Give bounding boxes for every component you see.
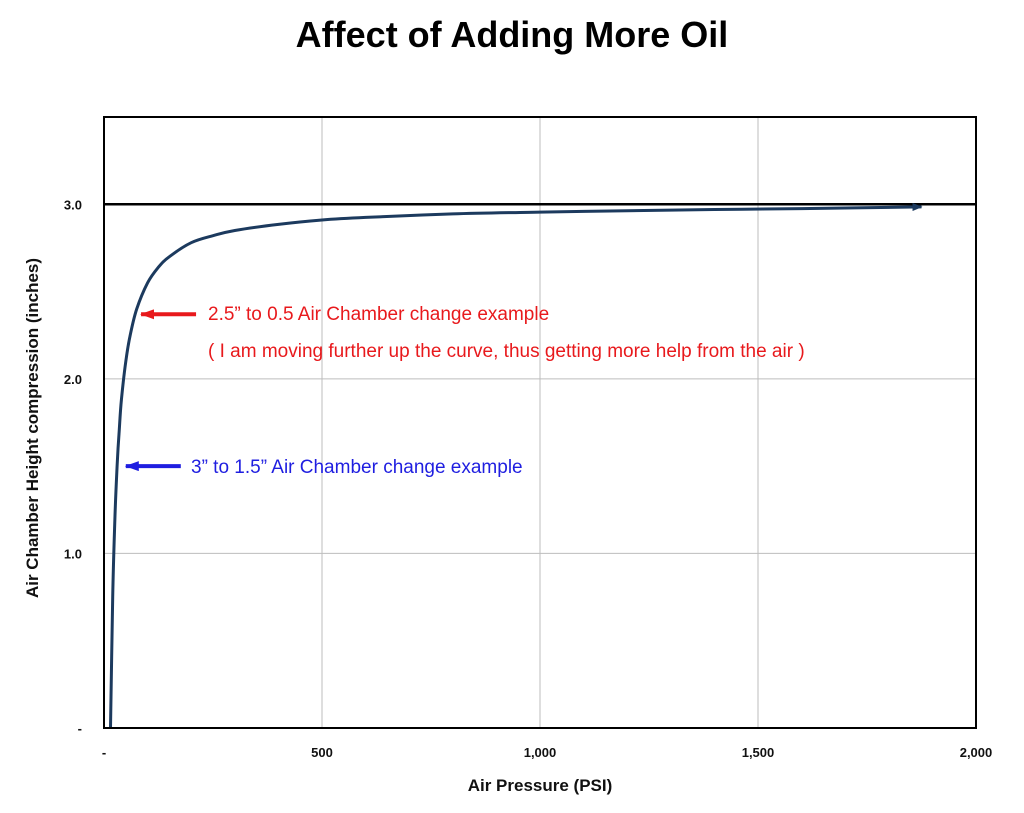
y-tick-label: 3.0: [64, 197, 82, 212]
series-line: [109, 203, 923, 729]
series-layer: [109, 203, 923, 729]
y-tick-label: 1.0: [64, 546, 82, 561]
chart-title: Affect of Adding More Oil: [295, 14, 729, 55]
x-tick-label: -: [102, 745, 106, 760]
annotation-red-example: 2.5” to 0.5 Air Chamber change example: [208, 304, 549, 325]
y-axis-label: Air Chamber Height compression (inches): [23, 258, 42, 598]
y-tick-label: -: [78, 721, 82, 736]
plot-frame: [103, 116, 977, 729]
x-tick-label: 1,500: [742, 745, 775, 760]
annotation-blue-example: 3” to 1.5” Air Chamber change example: [191, 457, 523, 478]
x-tick-label: 1,000: [524, 745, 557, 760]
annotation-red-note: ( I am moving further up the curve, thus…: [208, 341, 805, 362]
x-tick-label: 2,000: [960, 745, 993, 760]
y-tick-label: 2.0: [64, 372, 82, 387]
x-axis-label: Air Pressure (PSI): [468, 776, 613, 795]
tick-labels: - 500 1,000 1,500 2,000 - 1.0 2.0 3.0: [64, 197, 992, 760]
x-tick-label: 500: [311, 745, 333, 760]
annotations: 2.5” to 0.5 Air Chamber change example (…: [124, 304, 805, 478]
